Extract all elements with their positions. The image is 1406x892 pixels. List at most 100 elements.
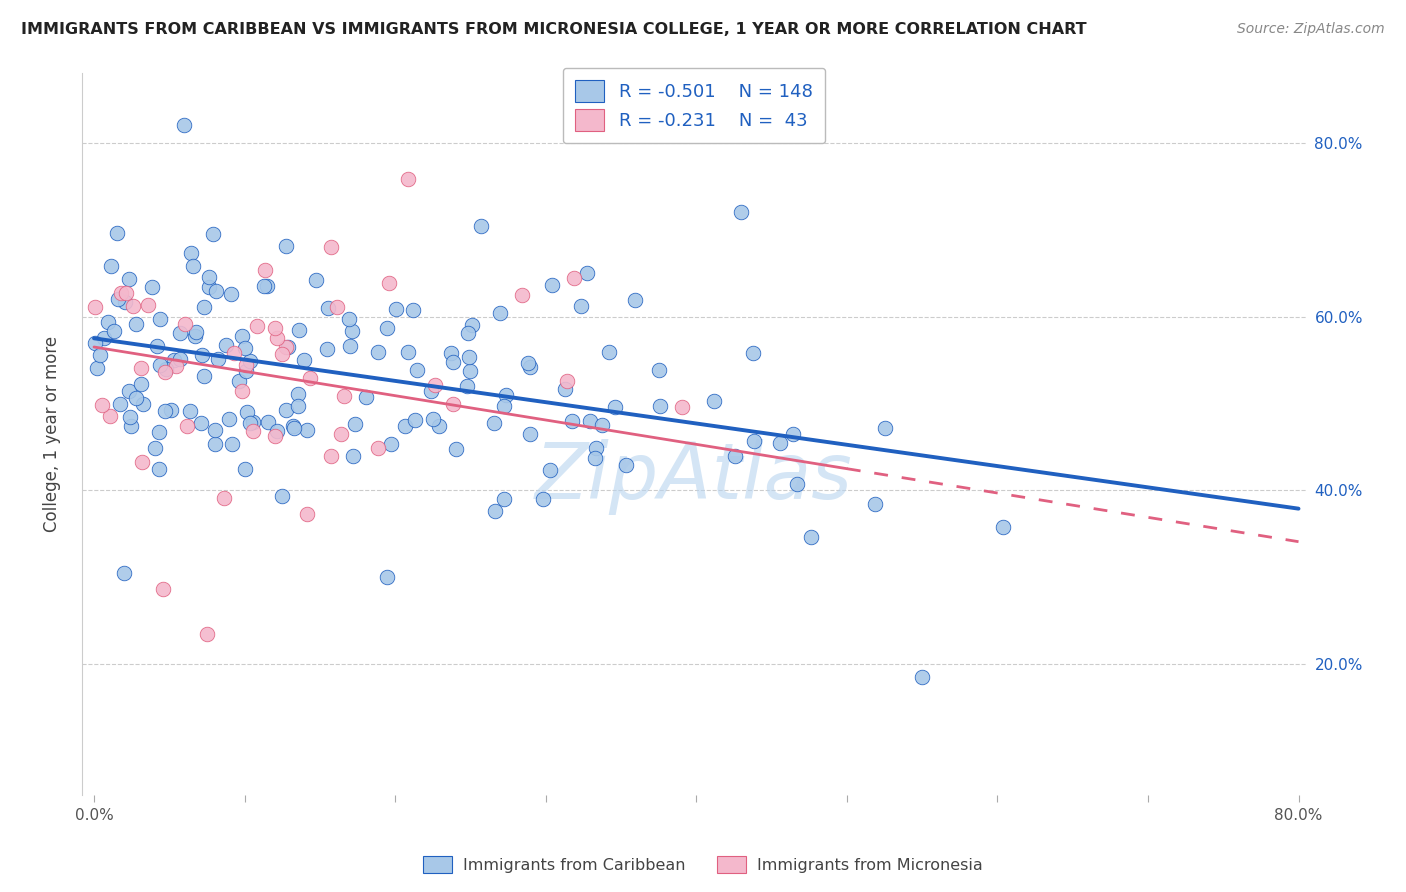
Point — [242, 415, 264, 429]
Point — [401, 302, 423, 317]
Point — [458, 364, 481, 378]
Point — [146, 338, 169, 352]
Point — [125, 317, 148, 331]
Point — [256, 278, 278, 293]
Point — [93, 331, 115, 345]
Point — [598, 345, 620, 359]
Point — [118, 272, 141, 286]
Point — [782, 426, 804, 441]
Point — [337, 311, 360, 326]
Point — [786, 477, 808, 491]
Text: Source: ZipAtlas.com: Source: ZipAtlas.com — [1237, 22, 1385, 37]
Point — [406, 363, 429, 377]
Point — [193, 369, 215, 384]
Point — [292, 353, 315, 368]
Point — [441, 397, 464, 411]
Point — [215, 338, 238, 352]
Point — [873, 421, 896, 435]
Point — [236, 405, 259, 419]
Point — [84, 336, 107, 351]
Point — [340, 325, 363, 339]
Point — [305, 273, 328, 287]
Point — [460, 318, 482, 332]
Point — [253, 263, 276, 277]
Point — [427, 419, 450, 434]
Point — [120, 419, 142, 434]
Point — [91, 398, 114, 412]
Point — [186, 325, 208, 339]
Point — [321, 240, 343, 254]
Point — [516, 356, 538, 370]
Point — [354, 390, 377, 404]
Point — [484, 504, 506, 518]
Point — [671, 400, 693, 414]
Point — [233, 462, 256, 476]
Point — [221, 437, 243, 451]
Point — [122, 299, 145, 313]
Point — [100, 260, 122, 274]
Point — [800, 530, 823, 544]
Point — [703, 394, 725, 409]
Point — [239, 416, 262, 430]
Point — [583, 451, 606, 466]
Point — [519, 427, 541, 442]
Point — [201, 227, 224, 241]
Point — [495, 387, 517, 401]
Point — [423, 378, 446, 392]
Point — [730, 205, 752, 219]
Point — [204, 437, 226, 451]
Point — [181, 259, 204, 273]
Point — [195, 627, 218, 641]
Point — [489, 305, 512, 319]
Point — [443, 355, 465, 369]
Point — [114, 286, 136, 301]
Point — [103, 324, 125, 338]
Point — [207, 351, 229, 366]
Point — [242, 424, 264, 438]
Point — [224, 346, 246, 360]
Point — [274, 340, 297, 354]
Point — [173, 317, 195, 331]
Point — [458, 351, 481, 365]
Point — [266, 331, 288, 345]
Point — [396, 172, 419, 186]
Point — [333, 389, 356, 403]
Point — [287, 386, 309, 401]
Point — [329, 427, 352, 442]
Point — [98, 409, 121, 423]
Point — [246, 319, 269, 334]
Point — [274, 239, 297, 253]
Point — [316, 301, 339, 316]
Point — [319, 449, 342, 463]
Point — [143, 441, 166, 455]
Point — [231, 328, 253, 343]
Point — [281, 419, 304, 434]
Point — [492, 399, 515, 413]
Point — [343, 417, 366, 431]
Point — [531, 492, 554, 507]
Point — [118, 384, 141, 399]
Point — [540, 278, 562, 293]
Point — [555, 374, 578, 388]
Point — [419, 384, 441, 398]
Point — [153, 403, 176, 417]
Text: IMMIGRANTS FROM CARIBBEAN VS IMMIGRANTS FROM MICRONESIA COLLEGE, 1 YEAR OR MORE : IMMIGRANTS FROM CARIBBEAN VS IMMIGRANTS … — [21, 22, 1087, 37]
Point — [271, 489, 294, 503]
Point — [218, 411, 240, 425]
Point — [865, 497, 887, 511]
Point — [231, 384, 253, 399]
Point — [553, 382, 575, 396]
Point — [148, 425, 170, 439]
Point — [648, 399, 671, 413]
Y-axis label: College, 1 year or more: College, 1 year or more — [44, 336, 60, 532]
Text: ZipAtlas: ZipAtlas — [536, 439, 853, 516]
Point — [86, 360, 108, 375]
Point — [385, 301, 408, 316]
Point — [132, 397, 155, 411]
Point — [510, 288, 533, 302]
Point — [205, 284, 228, 298]
Point — [724, 449, 747, 463]
Point — [149, 358, 172, 372]
Point — [769, 436, 792, 450]
Point — [377, 320, 399, 334]
